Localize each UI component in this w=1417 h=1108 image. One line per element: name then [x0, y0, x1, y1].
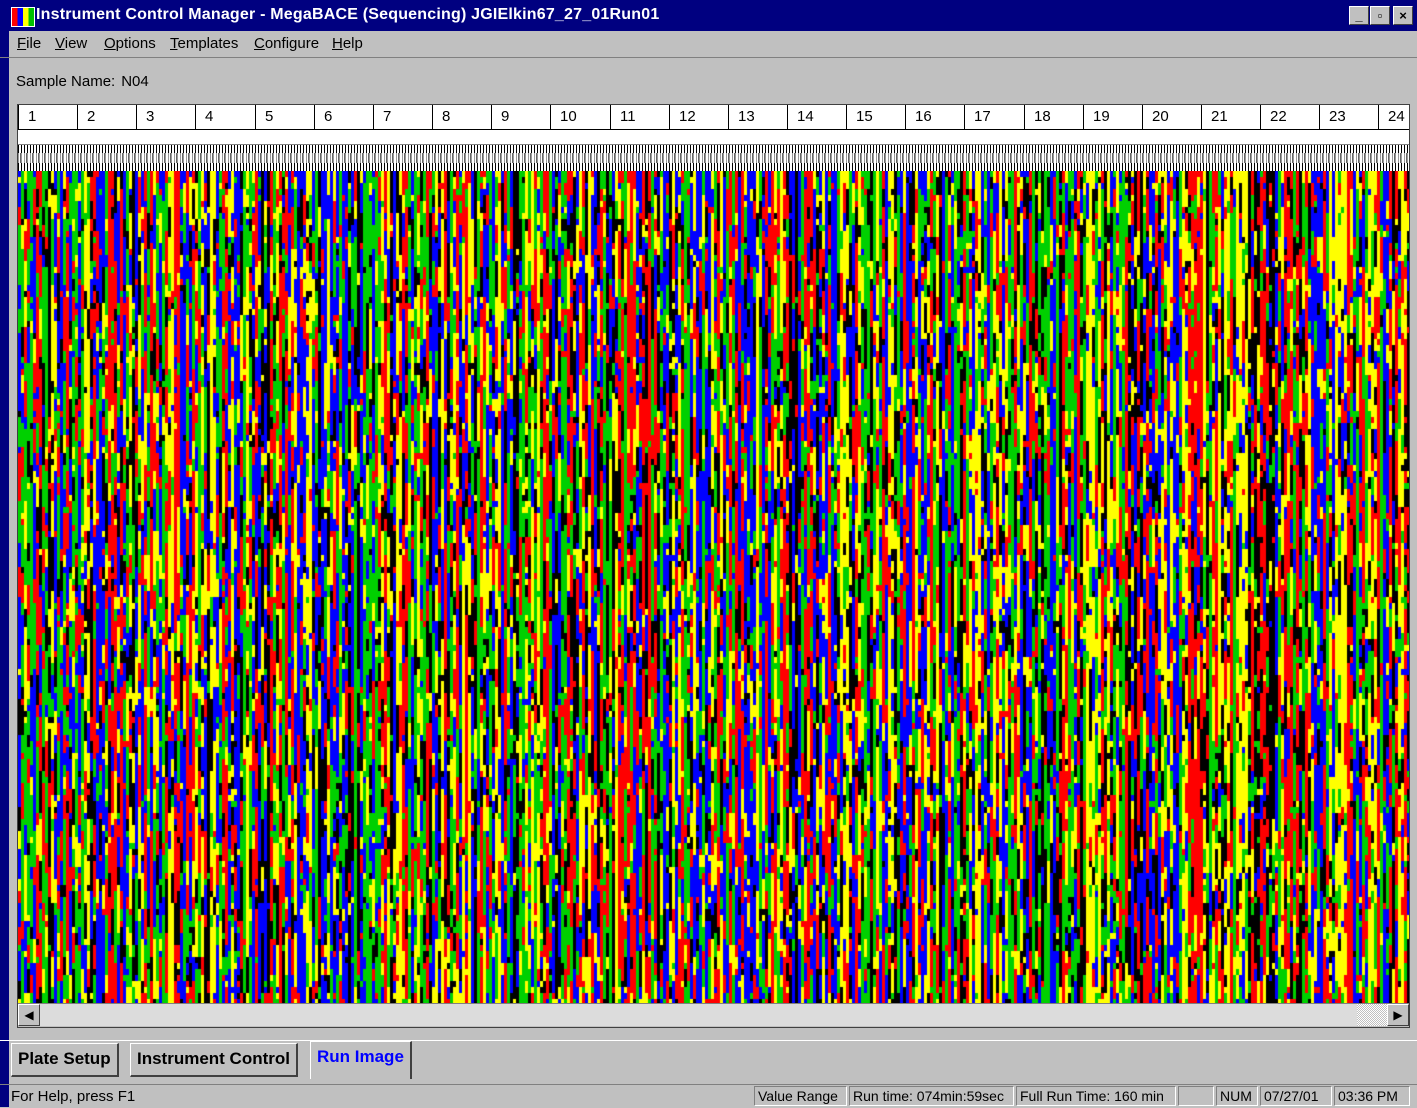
status-empty-pane [1178, 1086, 1214, 1106]
menu-label: onfigure [264, 35, 320, 52]
window-frame-left [0, 31, 9, 1107]
capillary-19[interactable]: 19 [1083, 105, 1142, 129]
capillary-7[interactable]: 7 [373, 105, 432, 129]
menu-accel: O [104, 35, 116, 52]
status-full-run-time: Full Run Time: 160 min [1016, 1086, 1176, 1106]
tab-instrument-control[interactable]: Instrument Control [130, 1043, 298, 1077]
close-button[interactable]: × [1393, 6, 1413, 25]
sample-name-label: Sample Name: [16, 73, 116, 90]
menu-options[interactable]: Options [104, 35, 156, 52]
capillary-14[interactable]: 14 [787, 105, 846, 129]
tab-plate-setup[interactable]: Plate Setup [11, 1043, 119, 1077]
menu-view[interactable]: View [55, 35, 87, 52]
menu-bar: File View Options Templates Configure He… [0, 31, 1417, 58]
status-value-range: Value Range [754, 1086, 847, 1106]
status-time: 03:36 PM [1334, 1086, 1410, 1106]
scan-tick-strip [18, 144, 1409, 171]
capillary-1[interactable]: 1 [18, 105, 77, 129]
menu-templates[interactable]: Templates [170, 35, 238, 52]
menu-file[interactable]: File [17, 35, 41, 52]
capillary-header: 1 2 3 4 5 6 7 8 9 10 11 12 13 14 15 16 17 18 19 20 21 22 23 24 [18, 105, 1409, 130]
capillary-8[interactable]: 8 [432, 105, 491, 129]
menu-label: ptions [115, 35, 156, 52]
capillary-11[interactable]: 11 [610, 105, 669, 129]
tab-run-image[interactable]: Run Image [310, 1041, 412, 1079]
menu-accel: V [55, 35, 65, 52]
capillary-17[interactable]: 17 [964, 105, 1023, 129]
capillary-3[interactable]: 3 [136, 105, 195, 129]
status-date: 07/27/01 [1260, 1086, 1332, 1106]
menu-label: emplates [177, 35, 239, 52]
sample-name: Sample Name: N04 [16, 73, 149, 90]
horizontal-scrollbar[interactable]: ◀ ▶ [18, 1003, 1409, 1026]
window-title: Instrument Control Manager - MegaBACE (S… [36, 6, 660, 23]
status-bar: For Help, press F1 Value Range Run time:… [0, 1084, 1417, 1108]
app-icon[interactable] [11, 7, 35, 27]
menu-accel: F [17, 35, 27, 52]
capillary-24[interactable]: 24 [1378, 105, 1409, 129]
capillary-4[interactable]: 4 [195, 105, 254, 129]
capillary-13[interactable]: 13 [728, 105, 787, 129]
capillary-10[interactable]: 10 [550, 105, 609, 129]
menu-accel: T [170, 35, 178, 52]
capillary-5[interactable]: 5 [255, 105, 314, 129]
capillary-16[interactable]: 16 [905, 105, 964, 129]
menu-label: elp [342, 35, 363, 52]
sample-name-value: N04 [121, 73, 149, 90]
capillary-21[interactable]: 21 [1201, 105, 1260, 129]
capillary-23[interactable]: 23 [1319, 105, 1378, 129]
capillary-20[interactable]: 20 [1142, 105, 1201, 129]
capillary-15[interactable]: 15 [846, 105, 905, 129]
status-help-text: For Help, press F1 [11, 1088, 136, 1105]
menu-label: iew [64, 35, 88, 52]
capillary-12[interactable]: 12 [669, 105, 728, 129]
status-run-time: Run time: 074min:59sec [849, 1086, 1014, 1106]
minimize-button[interactable]: _ [1349, 6, 1369, 25]
capillary-gap [18, 130, 1409, 144]
run-image-canvas[interactable] [18, 171, 1409, 1003]
scroll-right-button[interactable]: ▶ [1387, 1004, 1409, 1026]
scroll-thumb[interactable] [1357, 1004, 1387, 1026]
menu-help[interactable]: Help [332, 35, 363, 52]
tab-bar: Plate Setup Instrument Control Run Image [0, 1040, 1417, 1083]
menu-accel: H [332, 35, 343, 52]
menu-label: ile [26, 35, 42, 52]
capillary-18[interactable]: 18 [1024, 105, 1083, 129]
title-bar[interactable]: Instrument Control Manager - MegaBACE (S… [0, 0, 1417, 31]
capillary-22[interactable]: 22 [1260, 105, 1319, 129]
menu-accel: C [254, 35, 265, 52]
scroll-left-button[interactable]: ◀ [18, 1004, 40, 1026]
capillary-9[interactable]: 9 [491, 105, 550, 129]
menu-configure[interactable]: Configure [254, 35, 319, 52]
restore-button[interactable]: ▫ [1370, 6, 1390, 25]
status-num-lock: NUM [1216, 1086, 1258, 1106]
capillary-2[interactable]: 2 [77, 105, 136, 129]
run-image-panel: 1 2 3 4 5 6 7 8 9 10 11 12 13 14 15 16 17 18 19 20 21 22 23 24 … [17, 104, 1410, 1028]
capillary-6[interactable]: 6 [314, 105, 373, 129]
